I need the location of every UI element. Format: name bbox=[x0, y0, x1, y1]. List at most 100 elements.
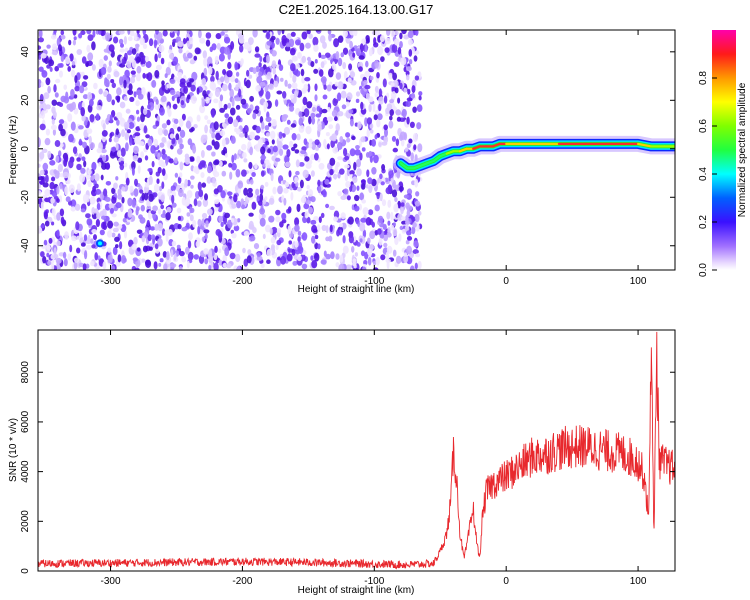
noise-speck bbox=[407, 30, 414, 39]
noise-speck bbox=[106, 162, 110, 170]
noise-speck bbox=[271, 50, 277, 57]
noise-speck bbox=[142, 108, 148, 115]
trace-core-segment bbox=[636, 142, 653, 148]
noise-speck bbox=[183, 56, 189, 62]
noise-speck bbox=[314, 152, 319, 161]
noise-speck bbox=[85, 173, 92, 180]
noise-speck bbox=[100, 148, 107, 154]
noise-speck bbox=[224, 247, 230, 257]
noise-speck bbox=[291, 146, 296, 152]
noise-speck bbox=[117, 150, 122, 158]
noise-speck bbox=[154, 70, 160, 78]
noise-speck bbox=[313, 44, 319, 52]
noise-speck bbox=[364, 84, 371, 90]
noise-speck bbox=[142, 43, 148, 49]
noise-speck bbox=[91, 41, 96, 51]
noise-speck bbox=[155, 249, 160, 254]
noise-speck bbox=[360, 250, 366, 257]
noise-speck bbox=[249, 95, 255, 102]
noise-speck bbox=[196, 87, 200, 95]
noise-speck bbox=[108, 60, 112, 67]
noise-speck bbox=[243, 158, 248, 163]
noise-speck bbox=[160, 57, 165, 65]
noise-speck bbox=[294, 217, 300, 227]
noise-speck bbox=[119, 48, 125, 53]
noise-speck bbox=[401, 228, 406, 234]
noise-speck bbox=[386, 232, 392, 238]
noise-speck bbox=[109, 114, 113, 124]
noise-speck bbox=[405, 74, 410, 81]
spectrogram-signal-trace bbox=[392, 135, 675, 177]
noise-speck bbox=[411, 226, 416, 235]
colorbar-tick-label: 0.0 bbox=[698, 263, 709, 277]
noise-speck bbox=[153, 183, 160, 193]
noise-speck bbox=[368, 48, 373, 57]
noise-speck bbox=[93, 234, 97, 241]
noise-speck bbox=[290, 31, 296, 37]
noise-speck bbox=[308, 142, 313, 149]
noise-speck bbox=[137, 165, 141, 174]
noise-speck bbox=[356, 158, 361, 168]
noise-speck bbox=[320, 54, 327, 60]
noise-speck bbox=[82, 263, 87, 270]
noise-speck bbox=[305, 162, 312, 169]
noise-speck bbox=[344, 155, 350, 161]
top-y-tick-label: -20 bbox=[20, 190, 31, 205]
trace-core-segment bbox=[419, 162, 429, 167]
noise-speck bbox=[276, 228, 282, 233]
noise-speck bbox=[322, 189, 327, 198]
noise-speck bbox=[259, 217, 266, 227]
noise-speck bbox=[49, 67, 53, 72]
noise-speck bbox=[83, 234, 88, 242]
noise-speck bbox=[295, 159, 300, 168]
noise-speck bbox=[290, 63, 296, 72]
noise-speck bbox=[227, 116, 234, 125]
noise-speck bbox=[136, 116, 141, 122]
noise-speck bbox=[255, 85, 262, 92]
noise-speck bbox=[115, 128, 120, 136]
noise-speck bbox=[380, 181, 385, 186]
noise-speck bbox=[321, 108, 328, 114]
noise-speck bbox=[205, 39, 211, 47]
noise-speck bbox=[383, 135, 389, 144]
top-y-axis-label: Frequency (Hz) bbox=[8, 116, 19, 185]
noise-speck bbox=[297, 236, 301, 243]
noise-speck bbox=[270, 42, 275, 49]
noise-speck bbox=[337, 111, 344, 117]
noise-speck bbox=[124, 162, 128, 168]
noise-speck bbox=[40, 110, 46, 119]
noise-speck bbox=[304, 77, 311, 82]
noise-speck bbox=[263, 105, 267, 113]
noise-speck bbox=[305, 42, 311, 49]
bright-spot-inner bbox=[97, 241, 102, 246]
noise-speck bbox=[401, 30, 407, 35]
noise-speck bbox=[159, 107, 165, 116]
noise-speck bbox=[43, 239, 48, 246]
noise-speck bbox=[296, 187, 302, 192]
noise-speck bbox=[332, 146, 339, 154]
noise-speck bbox=[349, 30, 355, 36]
noise-speck bbox=[171, 202, 177, 208]
noise-speck bbox=[123, 229, 128, 239]
noise-speck bbox=[186, 40, 190, 48]
noise-speck bbox=[99, 210, 104, 217]
noise-speck bbox=[227, 219, 233, 229]
noise-speck bbox=[273, 80, 279, 88]
noise-speck bbox=[395, 203, 399, 212]
noise-speck bbox=[277, 30, 282, 36]
noise-speck bbox=[259, 81, 266, 87]
noise-speck bbox=[147, 168, 153, 172]
noise-speck bbox=[305, 200, 311, 205]
noise-speck bbox=[118, 38, 124, 45]
noise-speck bbox=[55, 155, 60, 163]
noise-speck bbox=[415, 253, 421, 258]
noise-speck bbox=[247, 249, 252, 255]
noise-speck bbox=[286, 149, 291, 158]
noise-speck bbox=[181, 227, 188, 232]
noise-speck bbox=[127, 197, 133, 207]
noise-speck bbox=[314, 83, 318, 92]
noise-speck bbox=[177, 176, 182, 184]
noise-speck bbox=[134, 267, 140, 270]
noise-speck bbox=[258, 71, 263, 78]
noise-speck bbox=[127, 30, 131, 35]
